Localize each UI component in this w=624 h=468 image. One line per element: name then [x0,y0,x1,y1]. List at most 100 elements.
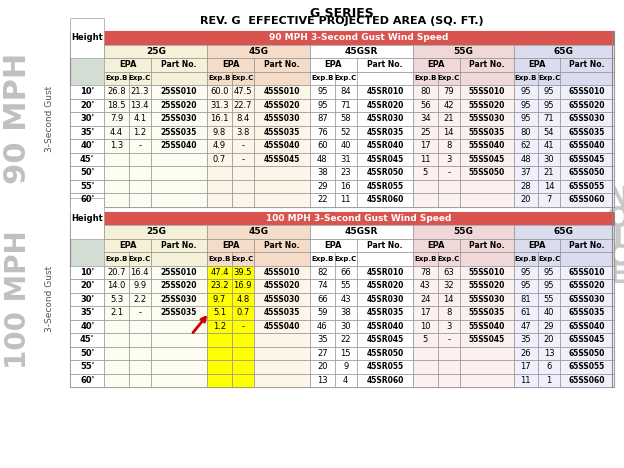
Text: 38: 38 [340,308,351,317]
Bar [413,320,437,333]
Bar [70,31,104,44]
Bar [70,98,104,112]
Bar [232,320,254,333]
Bar [104,72,129,85]
Bar [514,85,538,98]
Text: 25SS035: 25SS035 [161,128,197,137]
Bar [232,112,254,125]
Text: 59: 59 [317,308,328,317]
Bar [310,346,334,360]
Bar [310,112,334,125]
Text: 45SS030: 45SS030 [264,114,300,123]
Text: EPA: EPA [528,241,545,250]
Bar [129,292,151,306]
Bar [538,252,560,265]
Text: 3-Second Gust: 3-Second Gust [46,86,54,152]
Bar [334,373,357,387]
Bar [460,166,514,180]
Bar [70,180,104,193]
Bar [104,306,129,320]
Bar [460,193,514,206]
Text: Part No.: Part No. [469,241,504,250]
Text: 21: 21 [544,168,554,177]
Bar [129,72,151,85]
Text: Exp.B: Exp.B [414,256,437,262]
Text: 65G: 65G [554,227,573,236]
Bar [70,292,104,306]
Text: 3-Second Gust: 3-Second Gust [46,266,54,332]
Text: 0.7: 0.7 [236,308,250,317]
Text: 2.1: 2.1 [110,308,123,317]
Text: 65SS050: 65SS050 [569,168,605,177]
Bar [514,373,538,387]
Bar [538,346,560,360]
Bar [460,112,514,125]
Text: 1: 1 [547,376,552,385]
Text: 22: 22 [317,195,328,204]
Bar [334,360,357,373]
Text: 65SS020: 65SS020 [569,281,605,290]
Bar [413,292,437,306]
Bar [514,279,538,292]
Bar [437,252,460,265]
Bar [560,125,614,139]
Bar [514,306,538,320]
Bar [254,125,310,139]
Bar [560,193,614,206]
Bar [207,292,232,306]
Bar [560,346,614,360]
Bar [437,279,460,292]
Text: Height: Height [71,33,103,42]
Bar [514,180,538,193]
Text: 10: 10 [420,322,431,331]
Bar [437,333,460,346]
Text: EPA: EPA [324,60,342,69]
Bar [254,320,310,333]
Text: 95: 95 [520,87,531,96]
Bar [129,153,151,166]
Bar [413,252,437,265]
Text: 45SR045: 45SR045 [366,155,404,164]
Bar [207,360,232,373]
Bar [357,306,413,320]
Bar [70,125,104,139]
Text: 5: 5 [422,335,428,344]
Bar [460,139,514,153]
Text: 30: 30 [340,322,351,331]
Text: 65SS055: 65SS055 [569,182,605,191]
Bar [357,180,413,193]
Bar [207,225,310,239]
Bar [151,320,207,333]
Bar [104,193,129,206]
Bar [129,193,151,206]
Text: 45SR020: 45SR020 [366,101,404,110]
Text: 48: 48 [520,155,531,164]
Bar [460,125,514,139]
Text: 81: 81 [520,295,531,304]
Text: EPA: EPA [119,60,136,69]
Bar [70,17,104,58]
Bar [334,153,357,166]
Text: Exp.C: Exp.C [232,256,254,262]
Bar [538,360,560,373]
Text: 65SS040: 65SS040 [569,322,605,331]
Bar [207,139,232,153]
Bar [104,166,129,180]
Bar [334,85,357,98]
Text: 45SS030: 45SS030 [264,295,300,304]
Bar [129,333,151,346]
Text: 29: 29 [317,182,328,191]
Text: 61: 61 [520,308,531,317]
Bar [437,153,460,166]
Text: 55SS050: 55SS050 [469,168,505,177]
Text: 74: 74 [317,281,328,290]
Bar [514,360,538,373]
Text: 25SS010: 25SS010 [161,87,197,96]
Text: 66: 66 [317,295,328,304]
Bar [357,58,413,72]
Bar [129,125,151,139]
Text: 4.8: 4.8 [236,295,250,304]
Bar [413,44,514,58]
Bar [538,333,560,346]
Bar [437,112,460,125]
